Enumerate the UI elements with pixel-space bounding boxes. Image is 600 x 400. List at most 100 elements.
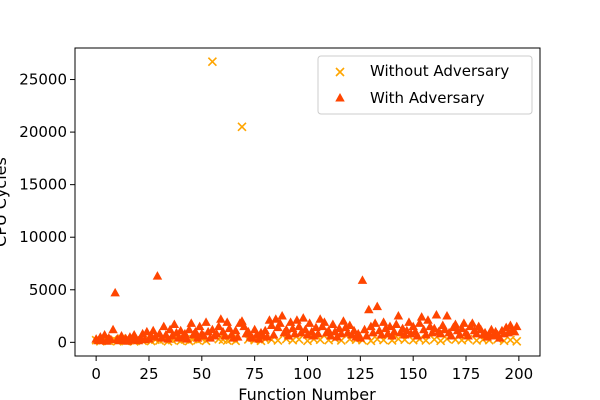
data-point xyxy=(99,329,110,339)
data-point xyxy=(459,318,469,327)
data-point xyxy=(463,331,473,340)
data-point xyxy=(237,316,247,325)
legend: Without Adversary With Adversary xyxy=(317,55,533,115)
data-point xyxy=(372,301,382,311)
x-axis-label: Function Number xyxy=(238,385,376,400)
data-point xyxy=(271,314,281,323)
data-point xyxy=(313,328,323,338)
legend-marker-triangle xyxy=(335,93,345,102)
data-point xyxy=(393,311,404,320)
data-point xyxy=(446,331,456,340)
x-tick-label: 0 xyxy=(91,365,101,383)
plot-marks xyxy=(91,57,522,347)
data-point xyxy=(450,319,461,328)
data-point xyxy=(152,271,163,280)
data-point xyxy=(237,122,247,132)
data-point xyxy=(296,327,306,337)
x-tick-label: 100 xyxy=(293,365,322,383)
data-point xyxy=(338,316,349,325)
data-point xyxy=(357,275,368,284)
data-point xyxy=(260,325,270,335)
y-tick-label: 25000 xyxy=(19,71,67,89)
data-point xyxy=(167,331,177,340)
data-point xyxy=(364,304,374,314)
x-tick-label: 50 xyxy=(192,365,211,383)
data-point xyxy=(467,318,478,327)
legend-x-mark xyxy=(335,67,345,77)
x-tick-label: 150 xyxy=(399,365,428,383)
legend-label-with-adversary: With Adversary xyxy=(370,89,485,107)
data-point xyxy=(247,333,258,342)
data-point xyxy=(404,317,414,326)
data-point xyxy=(249,324,260,334)
data-point xyxy=(319,317,330,326)
data-point xyxy=(106,334,116,344)
legend-label-without-adversary: Without Adversary xyxy=(370,62,509,80)
data-point xyxy=(332,332,342,341)
data-point xyxy=(436,336,446,346)
legend-marker-x xyxy=(335,67,345,77)
y-axis-label: CPU Cycles xyxy=(0,157,10,247)
data-point xyxy=(298,313,309,322)
data-point xyxy=(207,324,218,334)
data-point xyxy=(194,321,205,331)
data-point xyxy=(328,319,338,328)
data-point xyxy=(216,314,226,323)
data-point xyxy=(361,331,372,340)
data-point xyxy=(207,57,217,67)
data-point xyxy=(429,323,440,333)
data-point xyxy=(378,317,389,326)
legend-box xyxy=(317,55,533,115)
y-tick-label: 20000 xyxy=(19,123,67,141)
data-point xyxy=(349,325,359,335)
data-point xyxy=(184,324,194,334)
y-tick-label: 10000 xyxy=(19,228,67,246)
y-tick-label: 5000 xyxy=(29,281,67,299)
data-point xyxy=(512,336,522,346)
data-point xyxy=(512,321,522,331)
data-point xyxy=(402,325,412,335)
data-point xyxy=(315,314,325,323)
x-tick-label: 125 xyxy=(346,365,375,383)
data-point xyxy=(239,321,249,331)
data-point xyxy=(201,317,211,326)
data-point xyxy=(224,323,235,333)
data-point xyxy=(159,321,169,331)
data-point xyxy=(148,325,158,335)
series-1 xyxy=(91,271,522,345)
data-point xyxy=(359,324,370,334)
data-point xyxy=(175,325,186,335)
x-tick-label: 75 xyxy=(245,365,264,383)
data-point xyxy=(108,324,118,334)
data-point xyxy=(440,324,450,334)
data-point xyxy=(182,334,192,343)
data-point xyxy=(414,318,425,327)
data-point xyxy=(163,334,173,343)
data-point xyxy=(412,331,423,340)
data-point xyxy=(345,320,355,330)
y-axis: 0 5000 10000 15000 20000 25000 xyxy=(19,71,75,351)
data-point xyxy=(190,326,201,336)
data-point xyxy=(150,332,161,341)
y-tick-label: 0 xyxy=(57,333,67,351)
data-point xyxy=(156,333,167,342)
data-point xyxy=(442,311,452,320)
x-tick-label: 25 xyxy=(139,365,158,383)
data-point xyxy=(366,321,376,331)
data-point xyxy=(268,329,279,339)
data-point xyxy=(230,325,241,335)
data-point xyxy=(509,326,520,336)
data-point xyxy=(416,312,427,321)
x-tick-label: 175 xyxy=(452,365,481,383)
data-point xyxy=(266,320,277,330)
data-point xyxy=(165,324,175,334)
data-point xyxy=(457,323,467,333)
x-tick-label: 200 xyxy=(505,365,534,383)
data-point xyxy=(431,310,442,319)
data-point xyxy=(222,317,232,326)
x-axis: 0 25 50 75 100 125 150 175 200 xyxy=(91,356,533,383)
legend-triangle-mark xyxy=(335,93,345,102)
data-point xyxy=(110,287,120,297)
data-point xyxy=(423,315,433,324)
